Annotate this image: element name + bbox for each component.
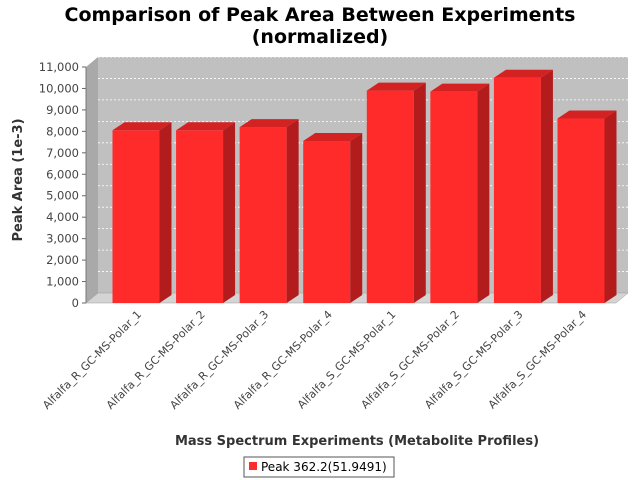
chart-title-line-1: Comparison of Peak Area Between Experime…: [65, 4, 576, 26]
legend-label: Peak 362.2(51.9491): [261, 460, 387, 474]
bar: [366, 90, 414, 303]
y-axis-label: Peak Area (1e-3): [11, 118, 26, 241]
bar: [493, 77, 541, 304]
legend-box: [243, 456, 395, 478]
y-tick-label: 8,000: [46, 124, 79, 138]
chart-title-line-2: (normalized): [252, 26, 389, 48]
y-tick-label: 10,000: [39, 81, 79, 95]
bar: [176, 130, 224, 303]
bar-top: [430, 83, 490, 92]
bar-side: [477, 83, 490, 303]
y-tick-label: 4,000: [46, 210, 79, 224]
y-tick-label: 3,000: [46, 232, 79, 246]
bar-top: [239, 119, 299, 128]
y-tick-label: 0: [72, 296, 79, 310]
bar: [239, 127, 287, 303]
bar-side: [159, 122, 172, 303]
bar-top: [493, 69, 553, 78]
bar-top: [112, 122, 172, 131]
bar-side: [286, 119, 299, 304]
y-tick-label: 7,000: [46, 146, 79, 160]
bar: [112, 130, 160, 303]
x-axis-label: Mass Spectrum Experiments (Metabolite Pr…: [175, 434, 539, 449]
legend-swatch: [249, 462, 257, 470]
bar-side: [413, 82, 426, 303]
bar: [557, 118, 605, 303]
bar-top: [557, 110, 617, 119]
bar-top: [176, 122, 236, 131]
bar-side: [540, 69, 553, 304]
bar-side: [604, 110, 617, 303]
y-tick-label: 1,000: [46, 275, 79, 289]
y-tick-label: 2,000: [46, 253, 79, 267]
bar: [430, 91, 478, 303]
y-tick-label: 11,000: [39, 60, 79, 74]
bar-side: [223, 122, 236, 303]
bar: [303, 141, 351, 303]
bar-top: [303, 133, 363, 142]
bar-top: [366, 82, 426, 91]
y-tick-label: 9,000: [46, 103, 79, 117]
bar-side: [350, 133, 363, 303]
plot-side-wall: [86, 57, 98, 303]
y-tick-label: 6,000: [46, 167, 79, 181]
y-tick-label: 5,000: [46, 189, 79, 203]
